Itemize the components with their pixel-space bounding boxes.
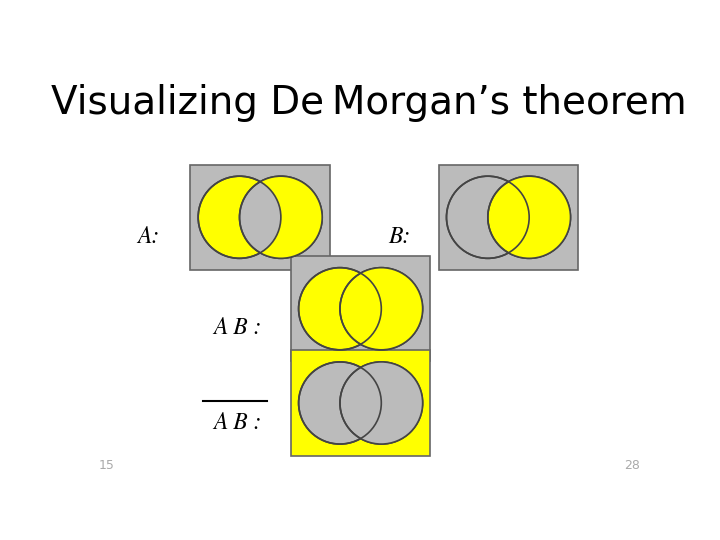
- Circle shape: [340, 362, 423, 444]
- Polygon shape: [361, 362, 423, 444]
- Circle shape: [240, 176, 323, 258]
- Bar: [190, 165, 330, 270]
- Circle shape: [299, 268, 382, 350]
- Bar: [438, 165, 578, 270]
- Circle shape: [488, 176, 570, 258]
- Polygon shape: [260, 176, 323, 258]
- Circle shape: [198, 176, 281, 258]
- Text: A:: A:: [138, 225, 160, 248]
- Bar: [291, 350, 431, 456]
- Text: Visualizing De Morgan’s theorem: Visualizing De Morgan’s theorem: [51, 84, 687, 122]
- Text: B:: B:: [389, 225, 411, 248]
- Text: 15: 15: [99, 460, 114, 472]
- Text: 28: 28: [624, 460, 639, 472]
- Circle shape: [299, 362, 382, 444]
- Circle shape: [340, 268, 423, 350]
- Circle shape: [446, 176, 529, 258]
- Text: A∪B :: A∪B :: [214, 317, 262, 340]
- Bar: [291, 256, 431, 361]
- Polygon shape: [508, 176, 570, 258]
- Text: A∪B :: A∪B :: [214, 411, 262, 434]
- Polygon shape: [361, 268, 423, 350]
